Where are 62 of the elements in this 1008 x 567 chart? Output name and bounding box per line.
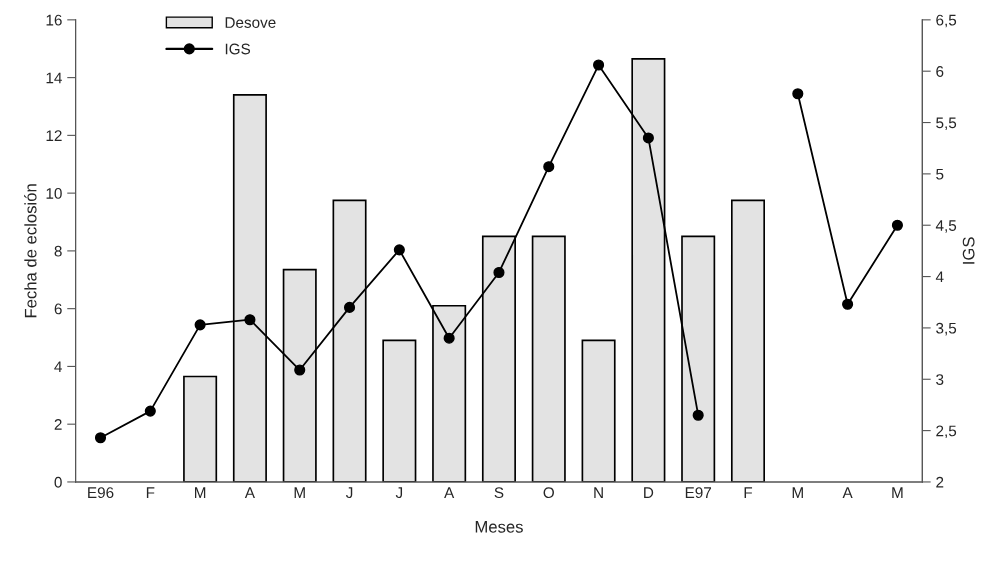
point [692, 409, 704, 421]
y-tick-label: 16 [46, 14, 62, 26]
y-tick-label: 0 [54, 476, 62, 488]
bar [730, 199, 766, 482]
y2-tick-label: 3,5 [936, 322, 957, 336]
y-tick-label: 8 [54, 245, 62, 257]
point [642, 132, 654, 144]
bar [183, 375, 218, 482]
y2-tick-label: 6,5 [936, 14, 957, 28]
point [443, 332, 455, 344]
y2-axis-title: IGS [962, 237, 975, 264]
point [194, 319, 206, 331]
x-tick-label: S [494, 487, 504, 499]
x-tick-label: N [594, 487, 603, 498]
bar [382, 339, 417, 482]
point [543, 161, 555, 173]
x-tick-label: M [792, 487, 803, 498]
y-tick-label: 12 [46, 130, 62, 141]
x-tick-label: M [195, 487, 206, 498]
y-tick-label: 6 [54, 303, 62, 315]
x-tick-label: E96 [88, 487, 114, 499]
x-tick-label: F [146, 487, 155, 498]
x-tick-label: A [842, 487, 853, 498]
x-tick-label: F [744, 487, 753, 498]
y-axis-title: Fecha de eclosión [24, 184, 37, 318]
point [593, 59, 605, 71]
y-tick-label: 10 [46, 188, 62, 199]
y-tick-label: 2 [54, 419, 62, 430]
y2-tick-label: 2,5 [936, 425, 957, 439]
y2-tick-label: 4 [935, 271, 944, 283]
point [94, 432, 107, 444]
x-tick-label: M [892, 487, 903, 498]
x-tick-label: J [395, 487, 403, 499]
point [244, 314, 256, 326]
x-tick-label: E97 [685, 487, 712, 499]
point [294, 364, 306, 376]
legend-label: Desove [225, 17, 276, 28]
y2-tick-label: 5 [936, 168, 944, 180]
point [393, 244, 405, 256]
x-tick-label: D [644, 487, 654, 498]
y2-tick-label: 6 [936, 66, 944, 77]
y-tick-label: 4 [54, 361, 62, 372]
y2-tick-label: 3 [936, 374, 944, 385]
y2-tick-label: 4,5 [935, 220, 957, 233]
y2-tick-label: 5,5 [936, 117, 957, 131]
y-tick-label: 14 [46, 72, 62, 84]
x-tick-label: M [294, 487, 305, 498]
bar [581, 339, 616, 482]
point [343, 301, 356, 313]
x-tick-label: O [543, 487, 554, 499]
point [842, 298, 854, 310]
y2-tick-label: 2 [936, 476, 944, 488]
x-axis-title: Meses [475, 521, 523, 533]
bar [531, 235, 566, 482]
point [144, 405, 156, 417]
x-tick-label: A [444, 487, 455, 498]
point [493, 266, 505, 279]
x-tick-label: A [244, 487, 255, 498]
legend-label: IGS [225, 43, 251, 55]
point [792, 88, 804, 100]
x-tick-label: J [345, 487, 353, 499]
point [891, 219, 903, 231]
